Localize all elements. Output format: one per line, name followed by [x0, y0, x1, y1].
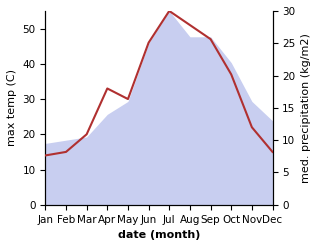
X-axis label: date (month): date (month)	[118, 230, 200, 240]
Y-axis label: max temp (C): max temp (C)	[7, 69, 17, 146]
Y-axis label: med. precipitation (kg/m2): med. precipitation (kg/m2)	[301, 33, 311, 183]
